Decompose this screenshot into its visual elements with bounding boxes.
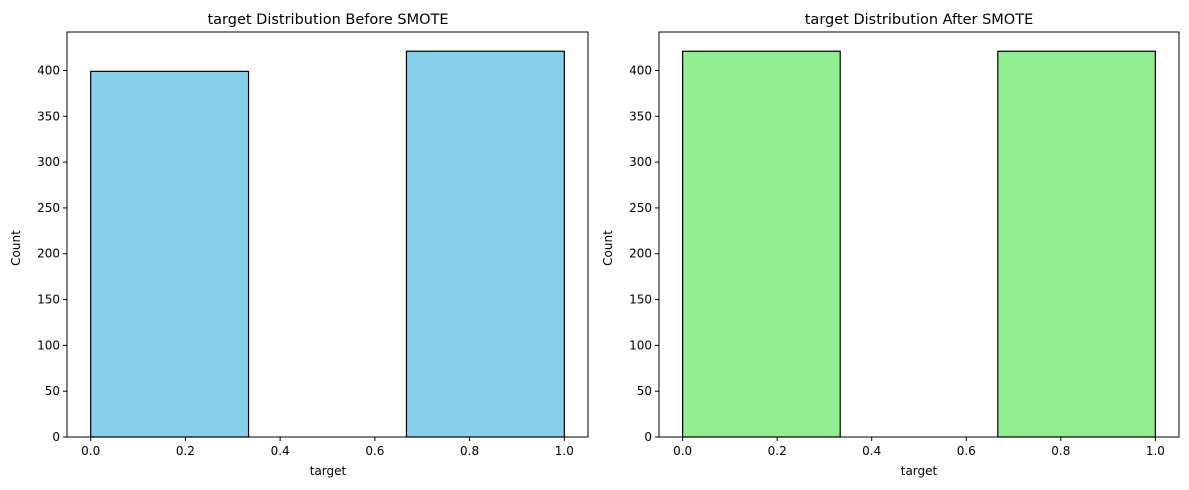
y-tick-label: 0 [52, 430, 60, 444]
x-axis-label: target [901, 464, 938, 478]
bar [997, 50, 1156, 438]
y-tick-label: 350 [629, 109, 652, 123]
y-tick-label: 200 [37, 247, 60, 261]
y-tick-label: 0 [644, 430, 652, 444]
x-axis-label: target [310, 464, 347, 478]
chart-panel-before-smote: target Distribution Before SMOTE target … [9, 12, 589, 478]
y-tick-label: 300 [37, 155, 60, 169]
y-tick-label: 150 [37, 293, 60, 307]
y-axis-label: Count [9, 230, 23, 266]
y-tick-label: 300 [629, 155, 652, 169]
axes-frame [66, 31, 589, 438]
chart-title: target Distribution After SMOTE [805, 12, 1033, 28]
x-tick-label: 0.4 [862, 444, 881, 458]
y-tick-label: 50 [45, 384, 60, 398]
x-tick-label: 0.0 [673, 444, 692, 458]
y-tick-label: 200 [629, 247, 652, 261]
y-tick-label: 400 [37, 63, 60, 77]
y-tick-label: 100 [37, 338, 60, 352]
chart-title: target Distribution Before SMOTE [207, 12, 448, 28]
x-tick-label: 0.4 [271, 444, 290, 458]
y-axis-label: Count [601, 230, 615, 266]
y-tick-label: 400 [629, 63, 652, 77]
x-tick-label: 0.2 [768, 444, 787, 458]
x-tick-label: 0.6 [365, 444, 384, 458]
y-tick-label: 250 [629, 201, 652, 215]
bar [90, 70, 250, 438]
x-tick-label: 0.0 [81, 444, 100, 458]
y-tick-label: 150 [629, 293, 652, 307]
x-tick-label: 0.6 [957, 444, 976, 458]
y-tick-label: 350 [37, 109, 60, 123]
bar [405, 50, 565, 438]
chart-panel-after-smote: target Distribution After SMOTE target C… [601, 12, 1180, 478]
y-tick-label: 50 [637, 384, 652, 398]
x-tick-label: 0.2 [176, 444, 195, 458]
x-tick-label: 1.0 [555, 444, 574, 458]
x-tick-label: 1.0 [1146, 444, 1165, 458]
bar [682, 50, 841, 438]
y-tick-label: 250 [37, 201, 60, 215]
axes-frame [658, 31, 1180, 438]
y-tick-label: 100 [629, 338, 652, 352]
x-tick-label: 0.8 [1051, 444, 1070, 458]
x-tick-label: 0.8 [460, 444, 479, 458]
